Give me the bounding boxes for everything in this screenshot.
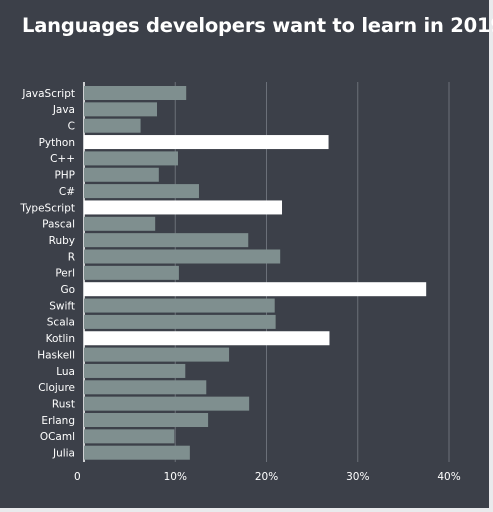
x-tick-label: 0 — [74, 471, 81, 483]
category-label: C# — [59, 186, 75, 198]
category-label: Lua — [56, 366, 75, 378]
x-tick-label: 10% — [164, 471, 187, 483]
category-label: Julia — [52, 448, 75, 460]
bar-rust — [84, 396, 250, 411]
bar-swift — [84, 298, 275, 313]
category-label: Kotlin — [46, 333, 75, 345]
category-label: R — [68, 251, 75, 263]
bar-python — [84, 135, 329, 150]
bar-erlang — [84, 413, 209, 427]
x-tick-label: 30% — [346, 471, 369, 483]
bar-julia — [84, 445, 190, 460]
category-label: Erlang — [41, 415, 75, 427]
bar-ruby — [84, 233, 249, 248]
bar-clojure — [84, 380, 207, 395]
chart-title: Languages developers want to learn in 20… — [22, 14, 493, 37]
category-label: Pascal — [42, 219, 75, 231]
category-label: Ruby — [49, 235, 75, 247]
bar-perl — [84, 265, 179, 280]
category-label: Clojure — [38, 382, 75, 394]
tick-layer: 0 10% 20% 30% 40% — [74, 471, 461, 483]
bar-r — [84, 249, 281, 264]
category-label: PHP — [54, 170, 75, 182]
category-label: Python — [39, 137, 75, 149]
bar-c — [84, 118, 141, 133]
bar-scala — [84, 314, 276, 329]
category-label: TypeScript — [19, 202, 75, 214]
bar-php — [84, 167, 159, 182]
category-label: OCaml — [40, 431, 75, 443]
bar-kotlin — [84, 331, 330, 346]
category-label: C — [68, 121, 75, 133]
bar-haskell — [84, 347, 230, 362]
x-tick-label: 40% — [437, 471, 460, 483]
bar-go — [84, 282, 427, 297]
bar-javascript — [84, 86, 187, 100]
bar-pascal — [84, 216, 156, 231]
category-label: Java — [52, 104, 75, 116]
category-label: C++ — [50, 153, 75, 165]
category-label: Haskell — [37, 349, 75, 361]
label-layer: JavaScript Java C Python C++ PHP C# TypeScript P… — [19, 88, 75, 460]
bar-java — [84, 102, 157, 117]
bar-ocaml — [84, 429, 175, 444]
category-label: Go — [60, 284, 75, 296]
category-label: JavaScript — [21, 88, 75, 100]
x-tick-label: 20% — [255, 471, 278, 483]
bar-c- — [84, 184, 199, 199]
bar-typescript — [84, 200, 283, 215]
bar-lua — [84, 363, 186, 378]
bar-c- — [84, 151, 178, 166]
category-label: Rust — [52, 398, 75, 410]
category-label: Swift — [49, 300, 75, 312]
bar-layer — [84, 86, 427, 460]
category-label: Perl — [55, 268, 75, 280]
category-label: Scala — [47, 317, 75, 329]
